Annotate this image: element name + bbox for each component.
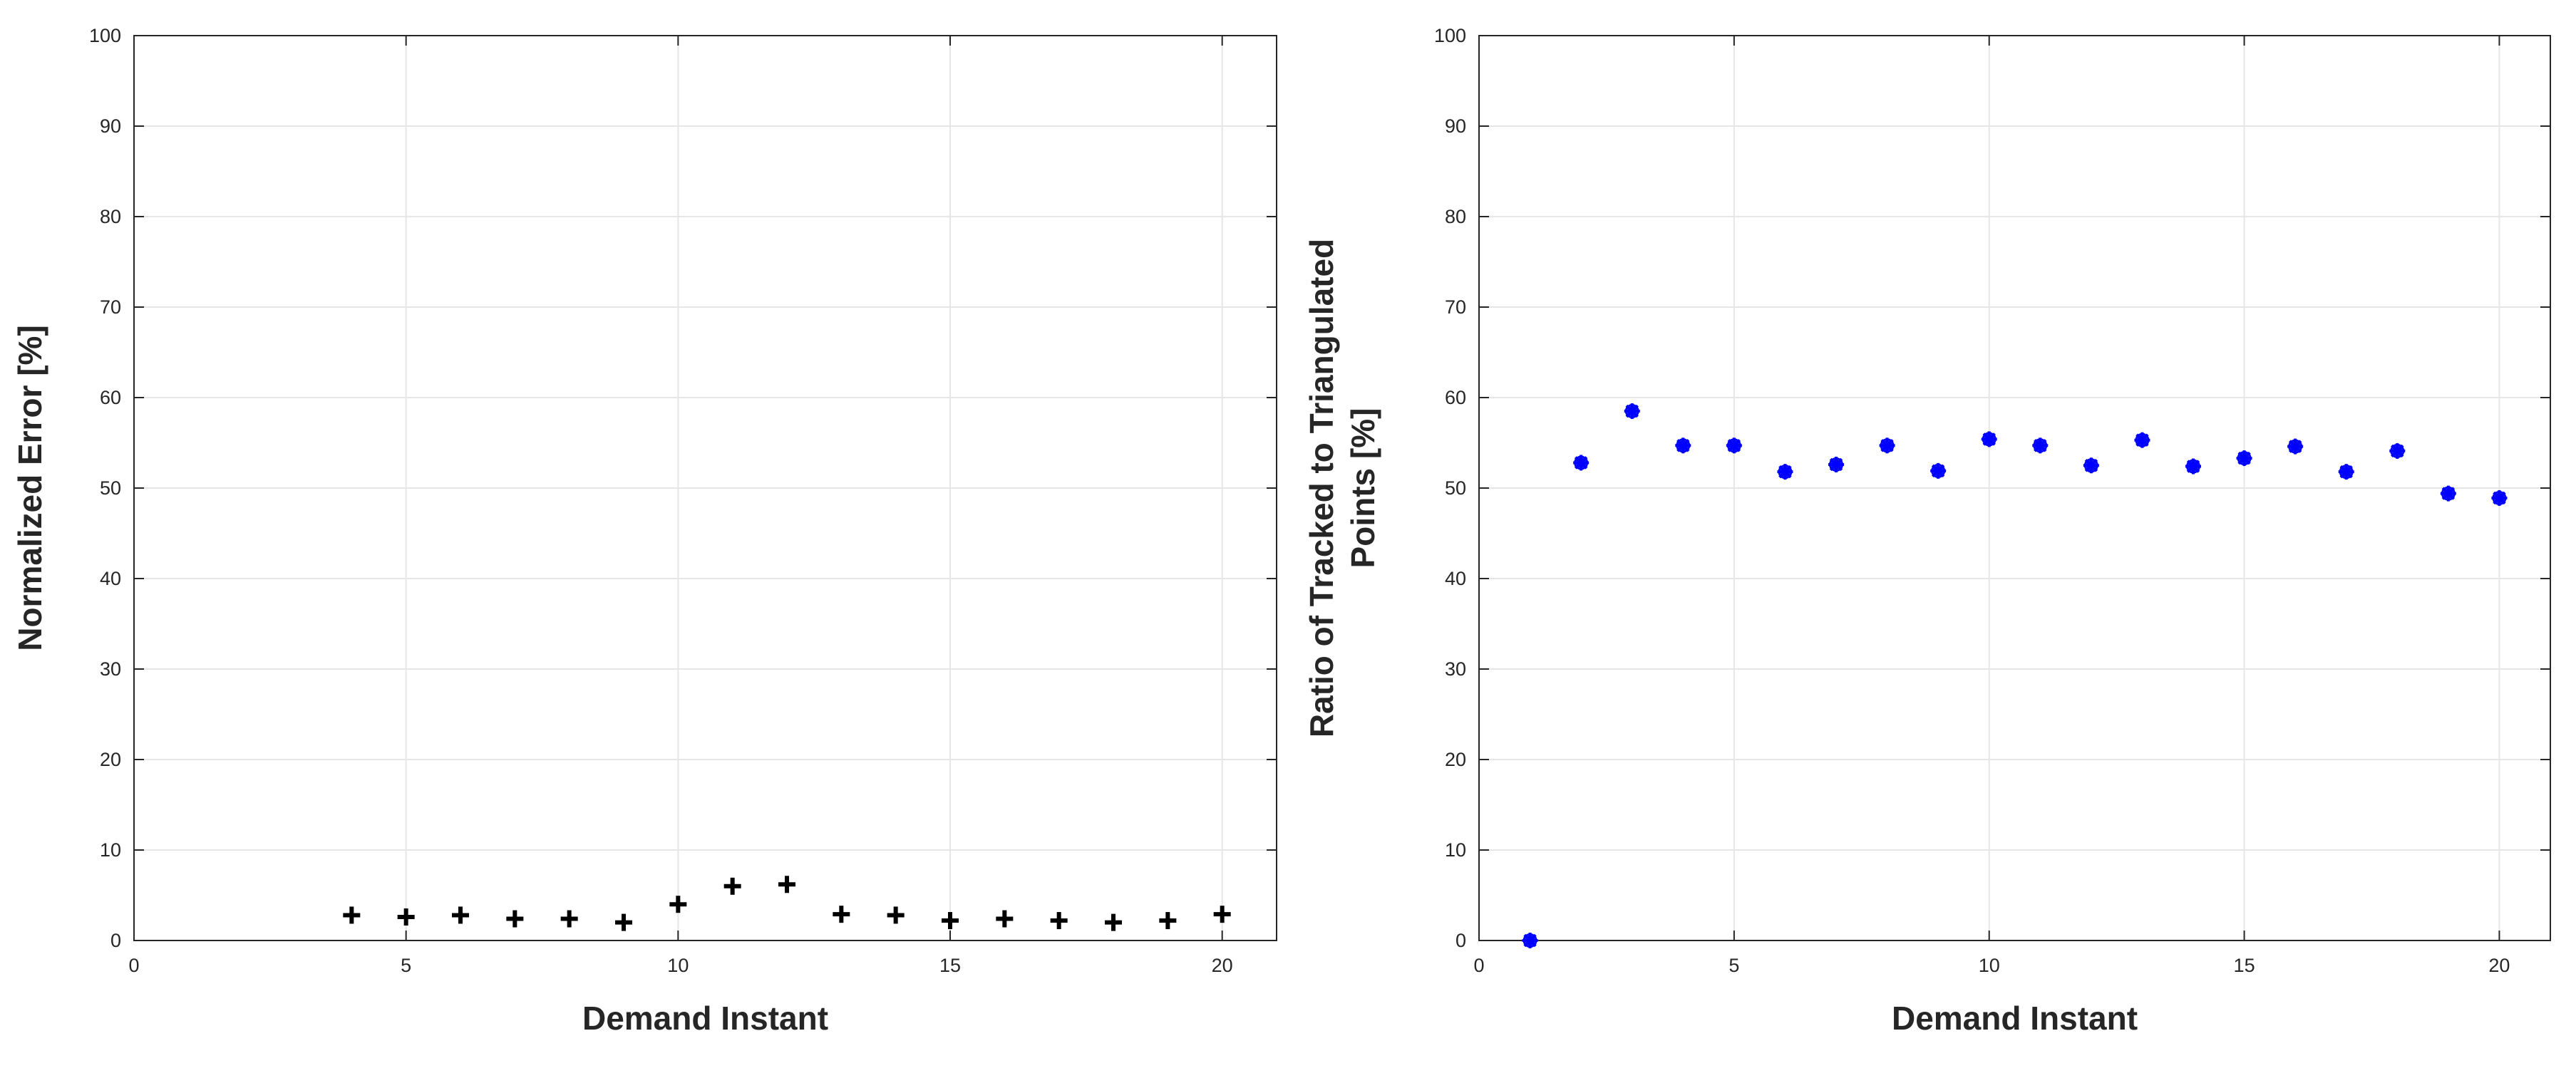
data-point-asterisk <box>1573 455 1590 471</box>
data-point-plus <box>343 906 361 924</box>
x-tick-label: 0 <box>128 955 139 976</box>
data-point-asterisk <box>1930 462 1947 479</box>
data-point-asterisk <box>1777 464 1793 480</box>
y-tick-label: 100 <box>1434 25 1466 46</box>
y-tick-label: 50 <box>1445 477 1466 499</box>
x-tick-label: 5 <box>401 955 411 976</box>
data-point-asterisk <box>2287 438 2304 455</box>
data-point-asterisk <box>1879 437 1895 454</box>
y-tick-label: 90 <box>100 115 121 137</box>
data-point-asterisk <box>1624 403 1640 420</box>
x-tick-label: 5 <box>1729 955 1739 976</box>
x-axis-label: Demand Instant <box>1892 1000 2138 1037</box>
y-tick-label: 20 <box>100 749 121 770</box>
data-point-plus <box>723 877 741 895</box>
data-point-plus <box>397 908 415 926</box>
data-point-plus <box>833 906 850 923</box>
y-tick-label: 0 <box>1456 930 1466 951</box>
data-point-plus <box>1105 913 1122 931</box>
x-tick-label: 15 <box>2234 955 2255 976</box>
y-tick-label: 60 <box>1445 387 1466 408</box>
y-tick-label: 90 <box>1445 115 1466 137</box>
data-point-plus <box>506 910 524 928</box>
x-tick-label: 0 <box>1473 955 1484 976</box>
data-point-plus <box>996 910 1014 928</box>
y-tick-label: 40 <box>1445 568 1466 589</box>
y-tick-label: 0 <box>110 930 121 951</box>
y-tick-label: 40 <box>100 568 121 589</box>
data-point-plus <box>615 913 632 931</box>
chart-normalized-error: 0 5 10 15 20 0 10 20 30 40 50 60 70 80 90 100 Demand Ins… <box>11 25 1277 1037</box>
y-tick-label: 60 <box>100 387 121 408</box>
data-point-asterisk <box>1828 456 1844 472</box>
y-tick-label: 30 <box>1445 658 1466 680</box>
data-point-plus <box>1159 912 1177 930</box>
data-point-asterisk <box>2440 485 2456 502</box>
data-point-asterisk <box>2338 464 2354 480</box>
data-point-asterisk <box>2083 457 2099 474</box>
data-point-asterisk <box>2134 432 2150 448</box>
data-point-plus <box>560 910 578 928</box>
y-axis-label-line: Ratio of Tracked to Triangulated <box>1303 239 1340 737</box>
data-point-asterisk <box>1981 431 1997 447</box>
y-tick-label: 80 <box>1445 206 1466 227</box>
x-tick-label: 10 <box>1979 955 2000 976</box>
x-axis-label: Demand Instant <box>582 1000 828 1037</box>
data-point-asterisk <box>2185 458 2201 475</box>
y-tick-label: 10 <box>100 839 121 861</box>
data-point-asterisk <box>2389 442 2406 459</box>
x-tick-label: 20 <box>2488 955 2510 976</box>
data-point-asterisk <box>1522 933 1538 948</box>
data-point-asterisk <box>1726 437 1742 454</box>
data-point-plus <box>452 906 469 924</box>
data-point-plus <box>778 876 795 893</box>
y-axis-label-line: Points [%] <box>1344 408 1381 569</box>
y-tick-label: 80 <box>100 206 121 227</box>
y-axis-label: Normalized Error [%] <box>11 325 48 651</box>
data-point-plus <box>887 906 905 924</box>
y-tick-label: 30 <box>100 658 121 680</box>
y-tick-label: 100 <box>89 25 121 46</box>
data-point-plus <box>942 912 959 930</box>
data-point-plus <box>669 896 687 913</box>
x-tick-label: 20 <box>1212 955 1233 976</box>
data-point-asterisk <box>2032 437 2049 454</box>
data-point-asterisk <box>2236 450 2252 467</box>
data-point-asterisk <box>2491 489 2508 506</box>
y-tick-label: 20 <box>1445 749 1466 770</box>
x-tick-label: 10 <box>667 955 689 976</box>
y-tick-label: 70 <box>100 296 121 318</box>
chart-tracked-ratio: 0 5 10 15 20 0 10 20 30 40 50 60 70 80 90 100 Demand Ins… <box>1303 25 2551 1037</box>
x-tick-label: 15 <box>939 955 961 976</box>
y-tick-label: 10 <box>1445 839 1466 861</box>
data-point-asterisk <box>1675 437 1691 454</box>
data-point-plus <box>1050 912 1068 930</box>
y-tick-label: 50 <box>100 477 121 499</box>
y-tick-label: 70 <box>1445 296 1466 318</box>
data-point-plus <box>1213 906 1231 923</box>
